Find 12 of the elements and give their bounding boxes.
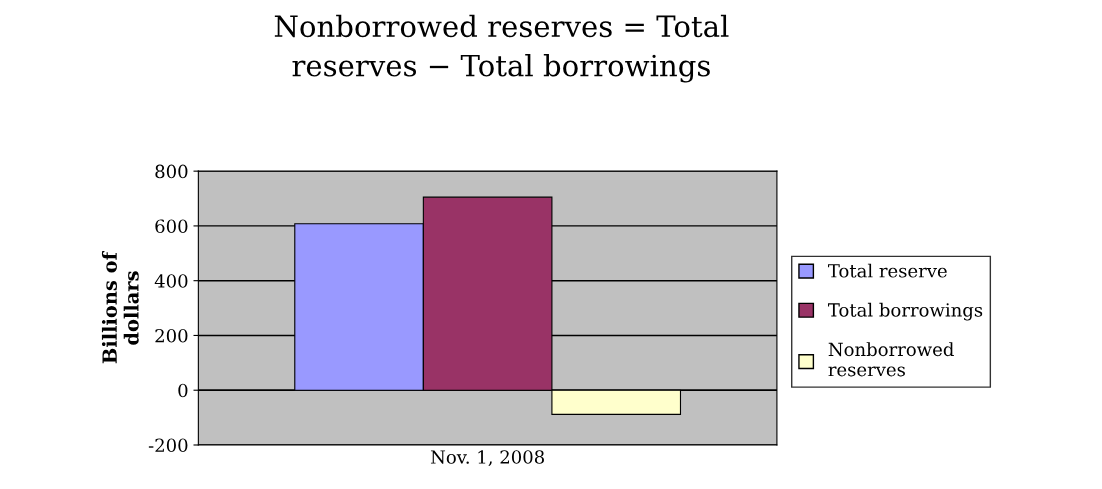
y-tick-label: -200 — [148, 438, 188, 453]
legend-label: Total reserve — [828, 263, 947, 278]
y-axis-title: Billions of dollars — [101, 250, 139, 364]
x-tick-label: Nov. 1, 2008 — [430, 450, 544, 467]
y-tick-label: 200 — [155, 328, 188, 343]
y-tick-label: 400 — [154, 274, 188, 288]
legend-label: Total borrowings — [828, 302, 983, 321]
y-tick-label: 800 — [155, 164, 188, 179]
y-tick-label: 0 — [178, 383, 188, 398]
y-tick-label: 600 — [155, 219, 188, 234]
legend-label: Nonborrowed reserves — [828, 342, 954, 377]
chart-title: Nonborrowed reserves = Total reserves − Total borrowings — [274, 14, 729, 83]
